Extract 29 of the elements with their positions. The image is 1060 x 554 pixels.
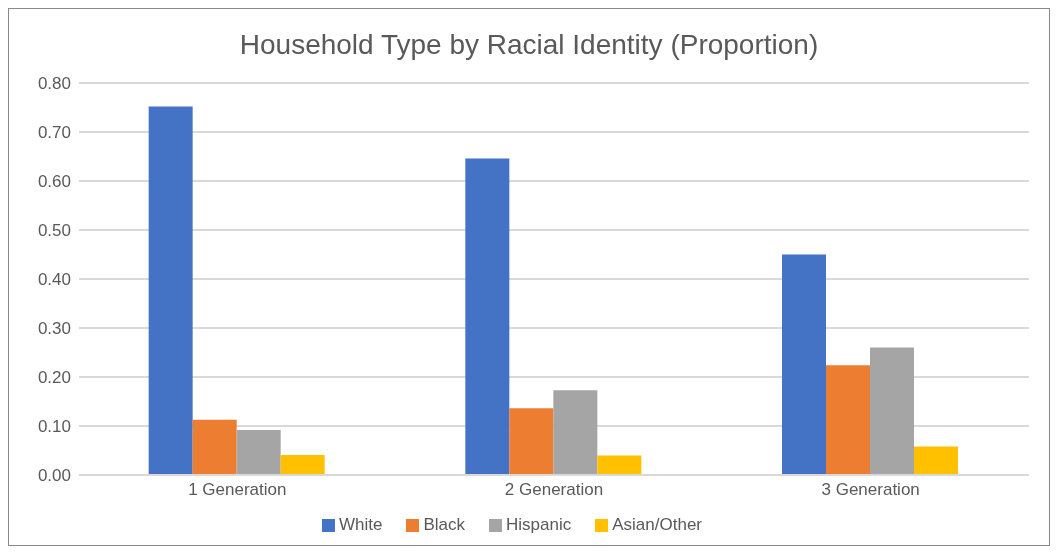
- legend-label: Black: [423, 515, 466, 534]
- y-tick-label: 0.60: [37, 172, 71, 192]
- bar: [236, 429, 281, 475]
- bar: [914, 446, 958, 475]
- bar: [553, 390, 598, 475]
- y-tick-label: 0.80: [37, 74, 71, 94]
- bar: [782, 254, 826, 475]
- legend-label: Hispanic: [506, 515, 572, 534]
- bar: [509, 408, 554, 475]
- legend-label: Asian/Other: [612, 515, 702, 534]
- y-tick-label: 0.40: [37, 270, 71, 290]
- legend-label: White: [338, 515, 383, 534]
- bar: [280, 454, 325, 475]
- chart-title: Household Type by Racial Identity (Proportion): [238, 28, 820, 62]
- bar: [465, 158, 510, 475]
- y-tick-label: 0.20: [37, 368, 71, 388]
- y-tick-label: 0.50: [37, 221, 71, 241]
- y-tick-label: 0.10: [37, 417, 71, 437]
- y-tick-label: 0.70: [37, 123, 71, 143]
- bar: [826, 365, 870, 475]
- y-tick-label: 0.30: [37, 319, 71, 339]
- bar: [597, 455, 642, 475]
- x-tick-label: 3 Generation: [821, 480, 920, 500]
- bar: [870, 347, 914, 475]
- x-tick-label: 2 Generation: [504, 480, 604, 500]
- bar: [148, 106, 193, 475]
- y-tick-label: 0.00: [37, 466, 71, 486]
- bar: [192, 419, 237, 475]
- x-tick-label: 1 Generation: [188, 480, 287, 500]
